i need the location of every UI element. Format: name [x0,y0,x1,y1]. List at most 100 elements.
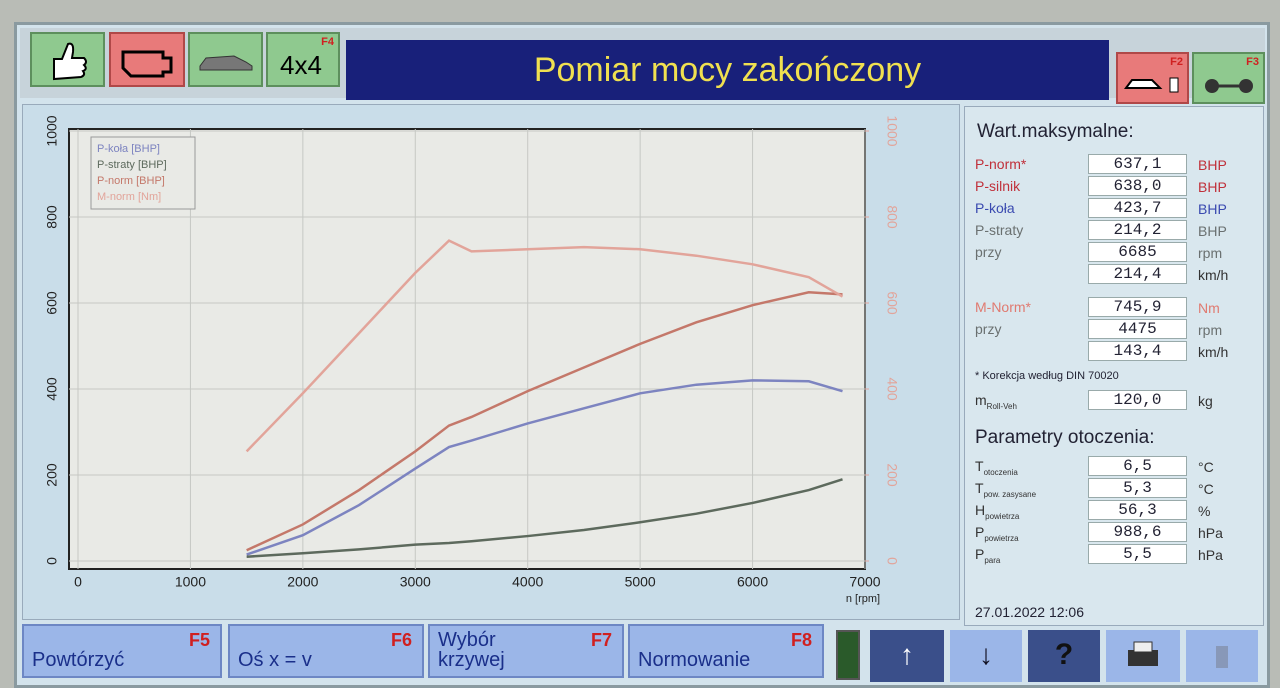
row-label: P-straty [975,222,1024,238]
key-hint: F4 [321,36,334,48]
row-value: 214,4 [1088,264,1187,284]
row-value: 6685 [1088,242,1187,262]
awd-button[interactable]: F4 4x4 [266,32,340,87]
row-value: 4475 [1088,319,1187,339]
x-axis-label: n [rpm] [846,593,880,605]
key-hint: F8 [790,630,812,650]
result-row: P-straty 214,2 BHP [965,220,1265,241]
series-line [246,478,843,558]
rollers-icon [1205,79,1253,93]
x-tick-label: 4000 [512,574,543,590]
result-row: 214,4 km/h [965,264,1265,285]
chart-panel: 0 1000 2000 3000 4000 5000 6000 7000 0 200 400 600 8… [22,104,960,620]
result-row: przy 6685 rpm [965,242,1265,263]
x-tick-label: 2000 [287,574,318,590]
row-value: 120,0 [1088,390,1187,410]
row-value: 423,7 [1088,198,1187,218]
function-button[interactable]: F5 Powtórzyć [22,624,222,678]
legend-label: P-straty [BHP] [97,159,167,171]
down-button[interactable]: ↓ [950,630,1022,682]
row-unit: hPa [1198,547,1223,563]
up-button[interactable]: ↑ [870,630,944,682]
key-hint: F7 [590,630,612,650]
row-unit: BHP [1198,223,1227,239]
car-icon [199,55,253,71]
awd-label: 4x4 [280,50,322,80]
f3-button[interactable]: F3 [1192,52,1265,104]
x-tick-label: 6000 [737,574,768,590]
x-tick-label: 1000 [175,574,206,590]
engine-button[interactable] [109,32,185,87]
chart: 0 1000 2000 3000 4000 5000 6000 700002004006008… [44,115,901,605]
result-row: przy 4475 rpm [965,319,1265,340]
ok-button[interactable] [30,32,105,87]
row-value: 637,1 [1088,154,1187,174]
row-label-sub: para [984,555,1001,565]
engine-icon [121,50,173,78]
legend-label: P-norm [BHP] [97,175,165,187]
legend-label: P-koła [BHP] [97,143,160,155]
row-unit: rpm [1198,322,1223,338]
row-unit: Nm [1198,300,1220,316]
y-tick-label: 0 [44,557,60,565]
result-row: P-silnik 638,0 BHP [965,176,1265,197]
help-button[interactable]: ? [1028,630,1100,682]
y-tick-label: 1000 [44,115,60,146]
f2-button[interactable]: F2 [1116,52,1189,104]
row-unit: BHP [1198,201,1227,217]
row-label: P-silnik [975,178,1021,194]
result-row: 143,4 km/h [965,341,1265,362]
result-row: mRoll-Veh 120,0 kg [965,390,1265,411]
car-button[interactable] [188,32,263,87]
results-panel: Wart.maksymalne: P-norm* 637,1 BHP P-silnik… [964,106,1264,626]
row-unit: BHP [1198,157,1227,173]
result-row: Ppara 5,5 hPa [965,544,1265,565]
key-hint: F3 [1246,56,1259,68]
y2-tick-label: 800 [884,205,900,229]
y2-tick-label: 200 [884,463,900,487]
row-unit: °C [1198,481,1214,497]
row-value: 638,0 [1088,176,1187,196]
function-button[interactable]: F6 Oś x = v [228,624,424,678]
section-title: Wart.maksymalne: [977,121,1134,142]
row-unit: kg [1198,393,1213,409]
x-tick-label: 7000 [849,574,880,590]
function-button[interactable]: F7 Wybór krzywej [428,624,624,678]
row-label-sub: powietrza [985,511,1020,521]
exit-button[interactable] [1186,630,1258,682]
row-label: Tpow. zasysane [975,480,1037,499]
row-label: Ppowietrza [975,524,1019,543]
button-label: Oś x = v [238,649,312,671]
series-line [246,290,843,552]
key-hint: F2 [1170,56,1183,68]
row-label-sub: Roll-Veh [986,401,1017,411]
thumb-icon [53,42,87,81]
row-value: 6,5 [1088,456,1187,476]
row-unit: rpm [1198,245,1223,261]
key-hint: F6 [390,630,412,650]
row-value: 745,9 [1088,297,1187,317]
function-button[interactable]: F8 Normowanie [628,624,824,678]
title-bar: Pomiar mocy zakończony [346,40,1109,100]
y2-tick-label: 600 [884,291,900,315]
row-unit: km/h [1198,344,1229,360]
result-row: P-koła 423,7 BHP [965,198,1265,219]
row-unit: hPa [1198,525,1223,541]
row-value: 5,3 [1088,478,1187,498]
result-row: Hpowietrza 56,3% [965,500,1265,521]
row-value: 5,5 [1088,544,1187,564]
door-icon [1216,646,1228,668]
row-value: 143,4 [1088,341,1187,361]
result-row: Tpow. zasysane 5,3 °C [965,478,1265,499]
series-line [245,239,844,453]
print-button[interactable] [1106,630,1180,682]
key-hint: F5 [188,630,210,650]
legend-box [90,136,196,210]
row-value: 988,6 [1088,522,1187,542]
section-title: Parametry otoczenia: [975,427,1155,448]
result-row: Ppowietrza 988,6 hPa [965,522,1265,543]
note: * Korekcja według DIN 70020 [975,370,1119,382]
x-tick-label: 3000 [400,574,431,590]
row-unit: km/h [1198,267,1229,283]
